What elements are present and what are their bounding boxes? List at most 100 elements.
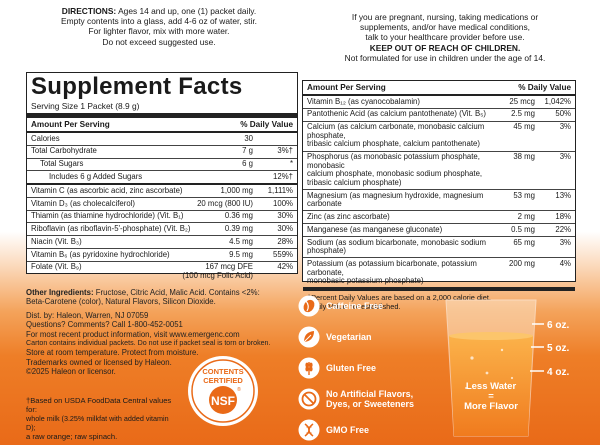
feature-label: Caffeine Free <box>326 300 384 311</box>
glass-text-more-flavor: More Flavor <box>464 401 518 412</box>
nutrient-amount: 53 mg <box>513 190 535 200</box>
directions-block: DIRECTIONS: Ages 14 and up, one (1) pack… <box>26 6 292 47</box>
nutrient-name-l1: Potassium (as potassium bicarbonate, pot… <box>307 259 477 277</box>
directions-line4: Do not exceed suggested use. <box>102 36 216 47</box>
nutrient-name: Total Carbohydrate <box>31 146 97 156</box>
nutrient-name-l2: monobasic potassium phosphate) <box>307 276 424 286</box>
other-line1: Fructose, Citric Acid, Malic Acid. Conta… <box>93 288 260 297</box>
facts-row: Riboflavin (as riboflavin-5'-phosphate) … <box>27 223 297 237</box>
facts-row: Total Carbohydrate 7 g 3%† <box>27 146 297 159</box>
facts-row: Niacin (Vit. B₃) 4.5 mg 28% <box>27 236 297 250</box>
amount-header: Amount Per Serving <box>31 120 110 129</box>
seal-reg-mark: ® <box>237 386 241 393</box>
nutrient-amount: 2.5 mg <box>511 109 535 119</box>
nutrient-dv: 50% <box>555 109 571 119</box>
dist-line4: Carton contains individual packets. Do n… <box>26 339 271 348</box>
nutrient-amount: 4.5 mg <box>229 236 253 246</box>
nutrient-dv: 4% <box>559 259 571 268</box>
seal-logo-text: NSF <box>211 394 235 408</box>
nutrient-dv: 18% <box>555 212 571 222</box>
nutrient-dv: * <box>289 159 293 169</box>
nutrient-dv: 28% <box>277 236 293 246</box>
amount-header: Amount Per Serving <box>307 83 386 92</box>
seal-top-text: CONTENTS <box>202 367 243 376</box>
feature-item: GMO Free <box>298 414 438 445</box>
footnote-line1: †Based on USDA FoodData Central values f… <box>26 396 172 414</box>
facts-row: Potassium (as potassium bicarbonate, pot… <box>303 258 575 292</box>
facts-row: Calories 30 <box>27 133 297 146</box>
nutrient-name: Calcium (as calcium carbonate, monobasic… <box>307 122 491 149</box>
facts-row: Pantothenic Acid (as calcium pantothenat… <box>303 109 575 122</box>
other-ingredients-label: Other Ingredients: <box>26 288 94 297</box>
directions-label: DIRECTIONS: <box>61 6 117 16</box>
nutrient-name: Folate (Vit. B₉) <box>31 262 82 272</box>
dv-header: % Daily Value <box>518 83 571 92</box>
supplement-facts-left-panel: Supplement Facts Serving Size 1 Packet (… <box>26 72 298 280</box>
dist-line2: Questions? Comments? Call 1-800-452-0051 <box>26 320 183 330</box>
nutrient-amount <box>205 173 253 182</box>
nutrient-amount: 0.39 mg <box>224 224 253 234</box>
nutrient-name: Calories <box>31 133 60 143</box>
feature-label: GMO Free <box>326 424 370 435</box>
glass-mark-4oz: 4 oz. <box>547 367 569 378</box>
footnote-line2: whole milk (3.25% milkfat with added vit… <box>26 414 169 432</box>
gluten-free-wheat-icon <box>298 357 320 378</box>
nutrient-name: Manganese (as manganese gluconate) <box>307 224 443 234</box>
supplement-facts-right-panel: Amount Per Serving % Daily Value Vitamin… <box>302 80 576 311</box>
facts-row: Magnesium (as magnesium hydroxide, magne… <box>303 190 575 212</box>
nutrient-amount: 7 g <box>242 146 253 156</box>
dist-line3: For most recent product information, vis… <box>26 329 240 339</box>
nutrient-dv: 30% <box>277 224 293 234</box>
nutrient-name: Niacin (Vit. B₃) <box>31 236 82 246</box>
warning-line3: talk to your healthcare provider before … <box>365 32 525 43</box>
nutrient-dv: 559% <box>273 249 293 259</box>
nutrient-dv <box>253 135 293 144</box>
nutrient-name: Total Sugars <box>40 159 84 169</box>
facts-row: Phosphorus (as monobasic potassium phosp… <box>303 152 575 191</box>
nutrient-name-l1: Phosphorus (as monobasic potassium phosp… <box>307 152 480 170</box>
glass-text-equals: = <box>488 391 494 402</box>
facts-row: Folate (Vit. B₉) 167 mcg DFE (100 mcg Fo… <box>27 262 297 282</box>
nutrient-dv: 3% <box>559 237 571 247</box>
seal-mid-text: CERTIFIED <box>203 376 243 385</box>
dist-line1: Dist. by: Haleon, Warren, NJ 07059 <box>26 310 149 320</box>
glass-text-less-water: Less Water <box>466 381 517 392</box>
facts-row: Includes 6 g Added Sugars 12%† <box>27 171 297 186</box>
nutrient-name: Includes 6 g Added Sugars <box>49 171 143 181</box>
nutrient-dv: 12%† <box>273 171 293 181</box>
directions-line3: For lighter flavor, mix with more water. <box>88 26 230 37</box>
nutrient-amount: 65 mg <box>513 237 535 247</box>
folate-amount-2: (100 mcg Folic Acid) <box>182 271 253 280</box>
nutrient-amount: 0.36 mg <box>224 211 253 221</box>
nutrient-dv: 3% <box>559 122 571 132</box>
nutrient-amount: 6 g <box>242 159 253 169</box>
dv-note: †Percent Daily Values are based on a 2,0… <box>307 293 491 303</box>
facts-row: Total Sugars 6 g * <box>27 159 297 172</box>
glass-mark-6oz: 6 oz. <box>547 320 569 331</box>
facts-row: Calcium (as calcium carbonate, monobasic… <box>303 122 575 152</box>
nutrient-name: Vitamin C (as ascorbic acid, zinc ascorb… <box>31 185 183 195</box>
feature-item: Caffeine Free <box>298 290 438 321</box>
serving-size: Serving Size 1 Packet (8.9 g) <box>27 100 297 118</box>
nutrient-name: Potassium (as potassium bicarbonate, pot… <box>307 259 491 286</box>
nutrient-dv: 30% <box>277 211 293 221</box>
facts-notes: †Percent Daily Values are based on a 2,0… <box>303 291 575 313</box>
warning-line5: Not formulated for use in children under… <box>344 52 546 63</box>
facts-row: Manganese (as manganese gluconate) 0.5 m… <box>303 224 575 238</box>
vegetarian-leaf-icon <box>298 326 320 347</box>
feature-item: Vegetarian <box>298 321 438 352</box>
feature-label: No Artificial Flavors, Dyes, or Sweetene… <box>326 389 414 409</box>
nutrient-name-l1: Calcium (as calcium carbonate, monobasic… <box>307 122 485 140</box>
nutrient-name: Vitamin B₆ (as pyridoxine hydrochloride) <box>31 249 170 259</box>
folate-amount: 167 mcg DFE <box>205 262 253 272</box>
feature-item: Gluten Free <box>298 352 438 383</box>
nutrient-amount: 30 <box>244 133 253 143</box>
glass-mark-5oz: 5 oz. <box>547 343 569 354</box>
nutrient-dv: 13% <box>555 190 571 200</box>
nutrient-amount: 25 mcg <box>509 96 535 106</box>
warning-line1: If you are pregnant, nursing, taking med… <box>351 12 539 22</box>
no-artificial-icon <box>298 388 320 409</box>
nutrient-name: Phosphorus (as monobasic potassium phosp… <box>307 152 491 187</box>
tm-line1: Trademarks owned or licensed by Haleon. <box>26 357 172 367</box>
nutrient-amount: 200 mg <box>508 259 535 268</box>
